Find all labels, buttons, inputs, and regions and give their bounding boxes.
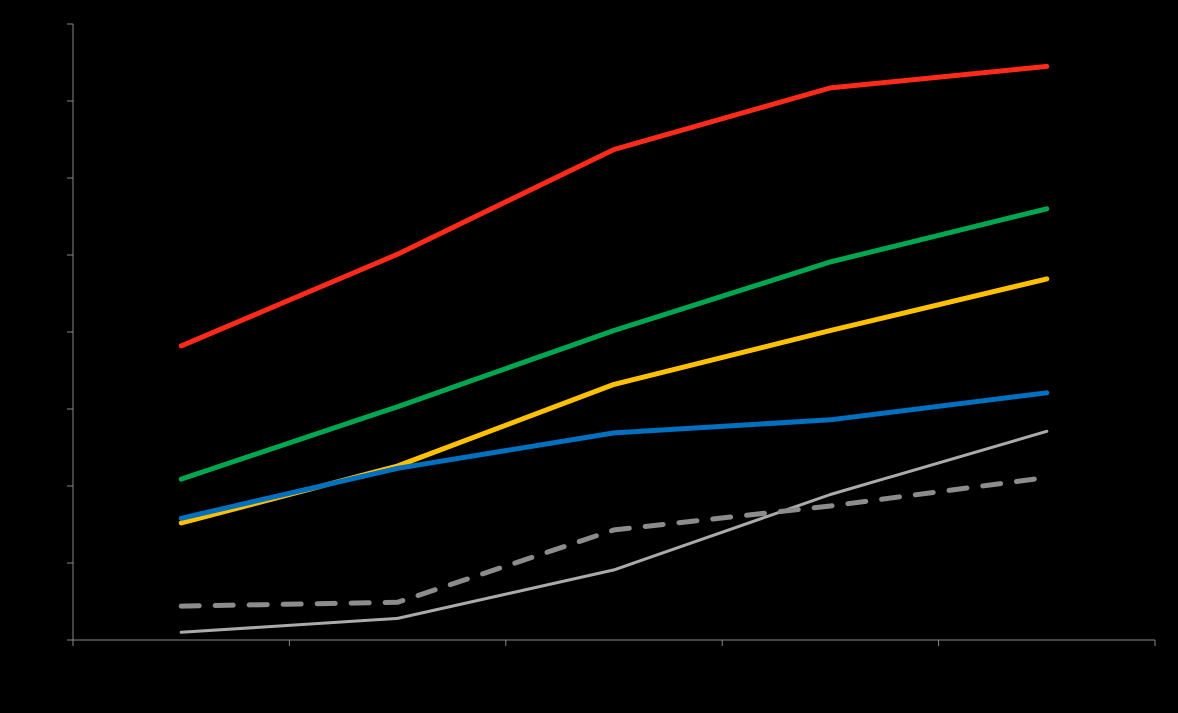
series-line-2 <box>178 206 1050 482</box>
series-line-4 <box>178 390 1050 521</box>
series-line-6 <box>178 475 1050 609</box>
series-line-1 <box>178 63 1050 349</box>
series-line-5 <box>179 429 1049 634</box>
series-layer <box>178 63 1050 634</box>
axes <box>67 23 1156 646</box>
